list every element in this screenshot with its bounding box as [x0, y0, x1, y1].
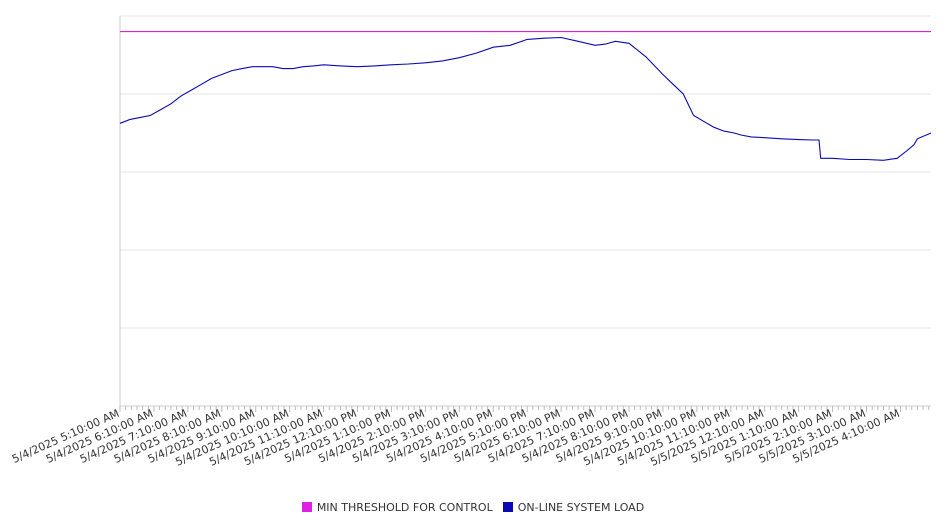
legend-item-system-load[interactable]: ON-LINE SYSTEM LOAD	[502, 500, 645, 514]
series-line-1	[119, 36, 932, 161]
legend-item-threshold[interactable]: MIN THRESHOLD FOR CONTROL	[301, 500, 493, 514]
legend-label-threshold: MIN THRESHOLD FOR CONTROL	[316, 500, 493, 514]
x-axis-ticks	[119, 406, 930, 412]
legend-label-system-load: ON-LINE SYSTEM LOAD	[517, 500, 645, 514]
legend-swatch-threshold	[301, 502, 312, 512]
grid-lines	[120, 15, 931, 407]
legend-swatch-system-load	[502, 502, 513, 512]
axes	[119, 16, 931, 407]
legend: MIN THRESHOLD FOR CONTROL ON-LINE SYSTEM…	[0, 498, 946, 516]
x-axis-tick-labels: 5/4/2025 5:10:00 AM5/4/2025 6:10:00 AM5/…	[10, 407, 902, 469]
series-lines	[119, 31, 932, 161]
